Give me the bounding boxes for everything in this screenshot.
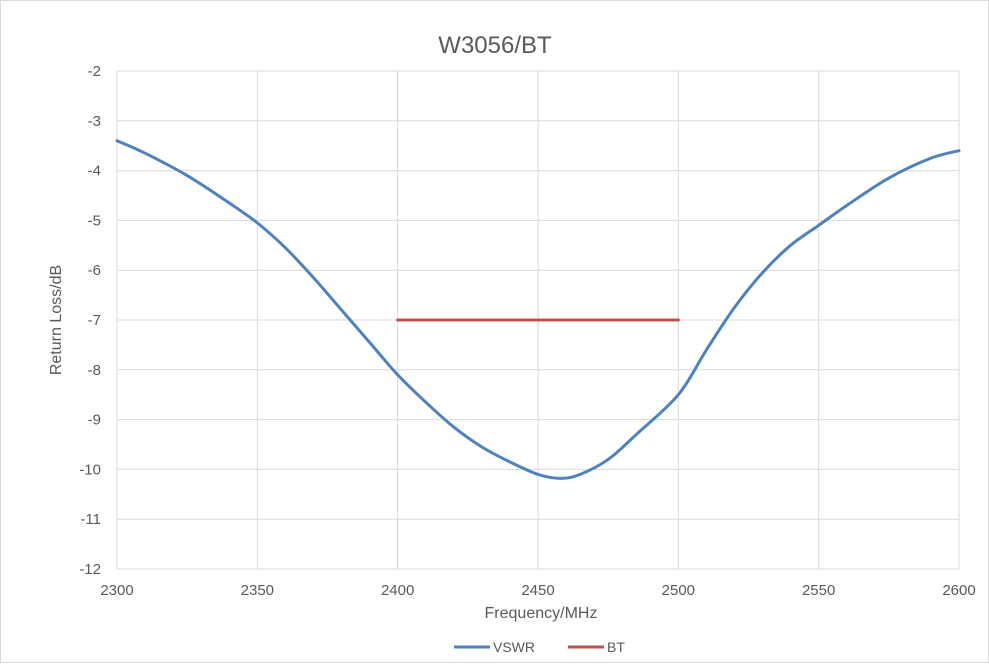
y-axis-title: Return Loss/dB	[48, 265, 65, 375]
y-tick-label: -9	[88, 412, 101, 429]
x-tick-label: 2400	[381, 582, 414, 599]
y-tick-labels: -2 -3 -4 -5 -6 -7 -8 -9 -10 -11 -12	[79, 63, 101, 578]
y-tick-label: -12	[79, 561, 101, 578]
y-tick-label: -2	[88, 63, 101, 80]
y-tick-label: -4	[88, 163, 101, 180]
x-axis-title: Frequency/MHz	[485, 605, 598, 622]
legend: VSWR BT	[454, 639, 625, 655]
legend-label-vswr: VSWR	[493, 639, 535, 655]
y-tick-label: -6	[88, 262, 101, 279]
chart-title: W3056/BT	[438, 32, 552, 59]
x-tick-label: 2550	[802, 582, 835, 599]
series-line-vswr	[115, 139, 961, 480]
legend-label-bt: BT	[607, 639, 625, 655]
y-tick-label: -8	[88, 362, 101, 379]
x-tick-label: 2300	[100, 582, 133, 599]
x-tick-label: 2500	[662, 582, 695, 599]
y-tick-label: -5	[88, 212, 101, 229]
x-tick-labels: 2300 2350 2400 2450 2500 2550 2600	[100, 582, 975, 599]
x-tick-label: 2450	[521, 582, 554, 599]
x-tick-label: 2350	[241, 582, 274, 599]
y-tick-label: -3	[88, 113, 101, 130]
y-tick-label: -7	[88, 312, 101, 329]
x-tick-label: 2600	[942, 582, 975, 599]
y-tick-label: -11	[80, 511, 101, 528]
series-layer	[115, 139, 961, 480]
y-tick-label: -10	[79, 461, 101, 478]
